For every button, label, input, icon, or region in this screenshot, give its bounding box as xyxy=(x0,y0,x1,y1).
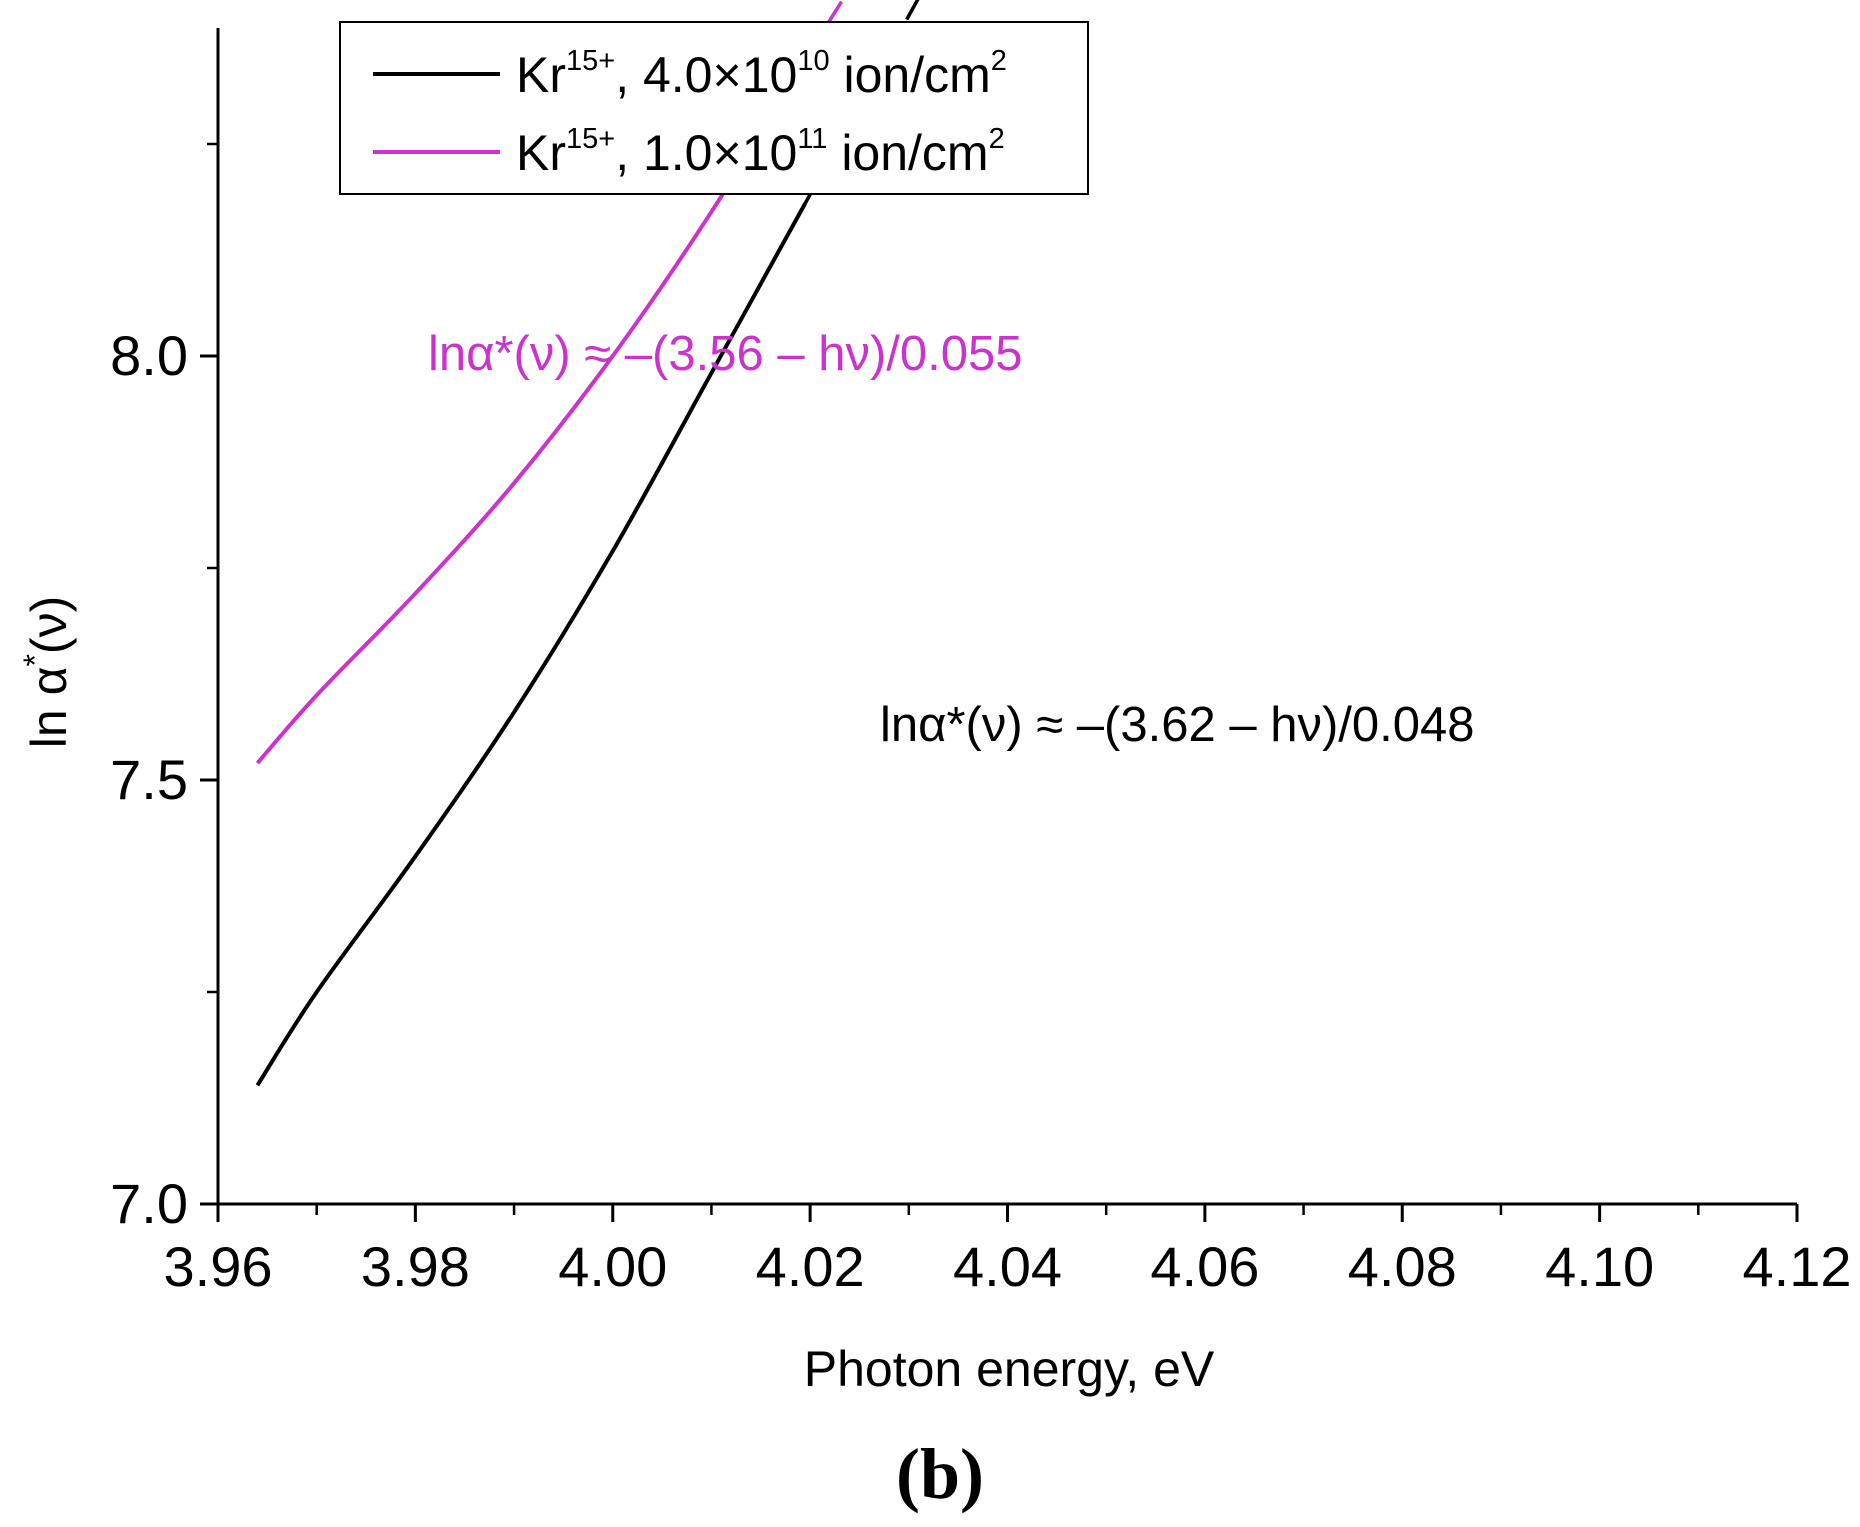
y-tick-label: 7.0 xyxy=(110,1172,188,1235)
annotation-fit-black: lnα*(ν) ≈ –(3.62 – hν)/0.048 xyxy=(880,698,1475,752)
x-tick-label: 4.12 xyxy=(1743,1235,1852,1298)
legend: Kr15+, 4.0×1010 ion/cm2 Kr15+, 1.0×1011 … xyxy=(339,21,1089,195)
x-tick-label: 4.00 xyxy=(558,1235,667,1298)
x-tick-label: 3.98 xyxy=(361,1235,470,1298)
x-tick-label: 4.06 xyxy=(1150,1235,1259,1298)
plot-area xyxy=(255,0,920,1087)
legend-box xyxy=(339,21,1089,195)
y-tick-label: 7.5 xyxy=(110,748,188,811)
series-2-line xyxy=(255,58,807,765)
axes xyxy=(216,28,1797,1206)
series-1-line xyxy=(255,202,807,1087)
x-tick-label: 3.96 xyxy=(164,1235,273,1298)
x-tick-label: 4.04 xyxy=(953,1235,1062,1298)
x-tick-label: 4.10 xyxy=(1545,1235,1654,1298)
y-tick-label: 8.0 xyxy=(110,324,188,387)
y-axis-title: ln α*(ν) xyxy=(17,596,77,748)
panel-label: (b) xyxy=(896,1434,984,1514)
legend-entry-series-2: Kr15+, 1.0×1011 ion/cm2 xyxy=(516,123,1005,181)
x-axis-title: Photon energy, eV xyxy=(804,1341,1215,1397)
annotation-fit-magenta: lnα*(ν) ≈ –(3.56 – hν)/0.055 xyxy=(428,327,1023,381)
axis-ticks: 3.96 3.98 4.00 4.02 4.04 4.06 4.08 4.10 4.12 7.0 7… xyxy=(110,142,1852,1298)
x-tick-label: 4.02 xyxy=(756,1235,865,1298)
x-tick-label: 4.08 xyxy=(1348,1235,1457,1298)
legend-entry-series-1: Kr15+, 4.0×1010 ion/cm2 xyxy=(516,45,1007,103)
